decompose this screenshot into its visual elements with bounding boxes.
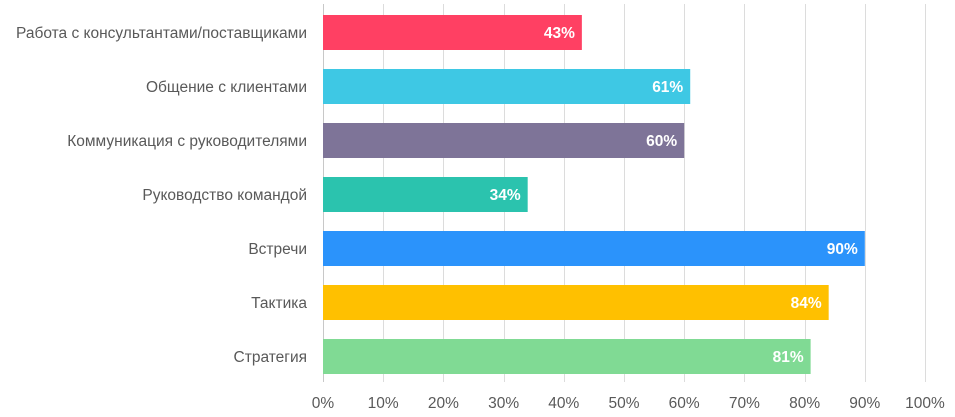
x-tick-label: 100%	[905, 395, 945, 412]
x-tick-label: 0%	[312, 395, 335, 412]
x-tick-label: 90%	[849, 395, 880, 412]
data-label: 60%	[646, 133, 677, 150]
x-tick-label: 40%	[548, 395, 579, 412]
category-label: Работа с консультантами/поставщиками	[16, 25, 307, 42]
x-tick-label: 30%	[488, 395, 519, 412]
category-label: Руководство командой	[142, 187, 307, 204]
bar	[323, 177, 528, 212]
data-label: 81%	[773, 349, 804, 366]
x-axis-ticks: 0% 10% 20% 30% 40% 50% 60% 70% 80% 90% 100%	[312, 395, 945, 412]
x-tick-label: 20%	[428, 395, 459, 412]
category-labels: Работа с консультантами/поставщиками Обще…	[16, 25, 307, 366]
x-tick-label: 10%	[368, 395, 399, 412]
x-tick-label: 70%	[729, 395, 760, 412]
data-label: 90%	[827, 241, 858, 258]
bar	[323, 285, 829, 320]
data-label: 34%	[490, 187, 521, 204]
x-tick-label: 80%	[789, 395, 820, 412]
category-label: Коммуникация с руководителями	[67, 133, 307, 150]
data-label: 43%	[544, 25, 575, 42]
bar	[323, 231, 865, 266]
bar	[323, 123, 685, 158]
value-labels: 43% 61% 60% 34% 90% 84% 81%	[490, 25, 858, 366]
category-label: Встречи	[248, 241, 307, 258]
category-label: Тактика	[251, 295, 307, 312]
x-tick-label: 60%	[669, 395, 700, 412]
bar	[323, 339, 811, 374]
bars-group	[323, 15, 865, 374]
data-label: 84%	[791, 295, 822, 312]
bar	[323, 15, 582, 50]
data-label: 61%	[652, 79, 683, 96]
x-tick-label: 50%	[608, 395, 639, 412]
grid-lines	[323, 4, 926, 382]
category-label: Стратегия	[234, 349, 307, 366]
category-label: Общение с клиентами	[146, 79, 307, 96]
bar	[323, 69, 691, 104]
